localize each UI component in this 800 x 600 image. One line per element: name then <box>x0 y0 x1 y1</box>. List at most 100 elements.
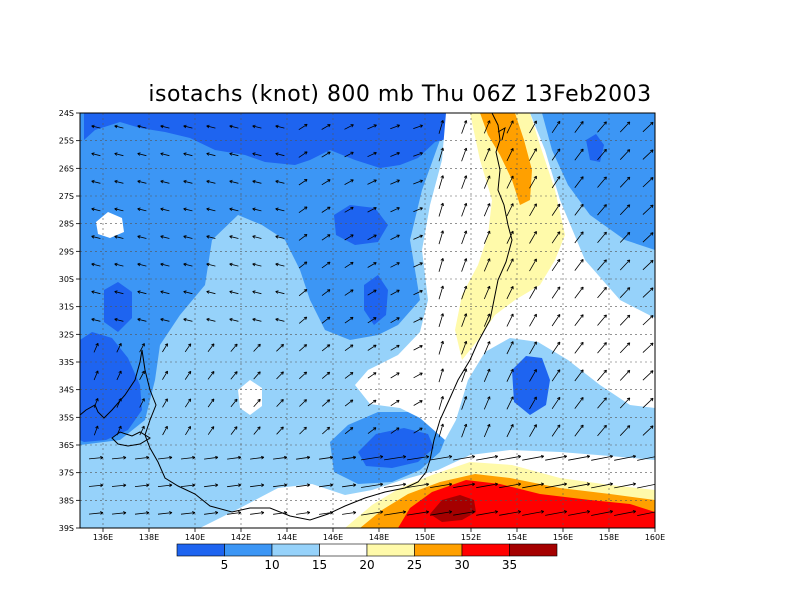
wind-vector <box>275 262 285 267</box>
wind-vector <box>275 179 285 184</box>
axis-ticks <box>76 112 656 532</box>
wind-vector <box>574 286 584 299</box>
lat-label: 30S <box>59 275 74 284</box>
wind-vector <box>568 454 591 461</box>
wind-vector <box>230 343 238 352</box>
wind-vector <box>229 152 239 157</box>
wind-vector <box>206 290 216 295</box>
wind-vector <box>319 483 334 488</box>
wind-vector <box>367 289 377 296</box>
wind-vector <box>438 230 444 245</box>
wind-vector <box>114 152 124 157</box>
lat-label: 24S <box>59 109 74 118</box>
wind-vector <box>619 121 631 133</box>
wind-vector <box>296 483 311 488</box>
wind-vector <box>461 230 468 245</box>
wind-vector <box>276 371 284 380</box>
wind-vector <box>430 510 453 516</box>
wind-vector <box>91 124 101 129</box>
wind-vector <box>390 124 401 130</box>
wind-vector <box>597 121 607 133</box>
wind-vector <box>344 206 354 213</box>
lat-label: 28S <box>59 220 74 229</box>
wind-vector <box>574 176 584 189</box>
lon-label: 156E <box>553 533 573 542</box>
wind-vector <box>321 179 331 186</box>
wind-vector <box>483 423 491 438</box>
wind-vector <box>430 482 453 488</box>
wind-vector <box>597 424 607 437</box>
wind-vector <box>390 317 400 324</box>
wind-vector <box>529 424 537 437</box>
wind-vector <box>407 455 430 461</box>
wind-vector <box>529 341 537 355</box>
wind-vector <box>574 231 584 244</box>
colorbar-swatch <box>461 543 510 557</box>
wind-vector <box>574 314 584 327</box>
wind-vector <box>321 261 331 269</box>
wind-vector <box>139 370 145 380</box>
wind-vector <box>253 343 261 352</box>
wind-vector <box>204 483 219 488</box>
wind-vector <box>483 341 491 355</box>
wind-vector <box>319 455 334 460</box>
wind-vector <box>253 398 261 408</box>
wind-vector <box>483 203 491 217</box>
lon-label: 142E <box>231 533 251 542</box>
wind-vector <box>227 455 242 460</box>
wind-vector <box>206 124 216 129</box>
wind-vector <box>206 235 216 239</box>
wind-vector <box>361 455 384 461</box>
wind-vector <box>298 206 308 214</box>
wind-vector <box>160 290 170 295</box>
colorbar-swatch <box>414 543 463 557</box>
wind-vector <box>184 370 192 380</box>
wind-vector <box>619 342 631 354</box>
wind-vector <box>413 317 423 323</box>
wind-vector <box>619 204 631 216</box>
wind-vector <box>367 207 377 213</box>
wind-vector <box>184 398 192 408</box>
wind-vector <box>461 202 468 217</box>
wind-vector <box>529 286 537 299</box>
wind-vector <box>476 510 499 516</box>
wind-vector <box>367 151 377 158</box>
colorbar-swatch <box>176 543 225 557</box>
wind-vector <box>116 370 122 381</box>
wind-vector <box>93 342 99 353</box>
wind-vector <box>344 427 354 435</box>
wind-vector <box>139 425 145 436</box>
wind-vector <box>160 317 170 322</box>
wind-vector <box>529 258 537 272</box>
isotach-band-lt5-southwest <box>80 332 142 442</box>
wind-vector <box>139 398 145 408</box>
wind-vector <box>227 483 242 488</box>
wind-vector <box>506 396 514 410</box>
wind-vector <box>413 427 423 434</box>
wind-vector <box>461 396 468 410</box>
wind-vector <box>614 510 637 516</box>
wind-vector <box>207 398 215 408</box>
wind-vector <box>529 396 537 410</box>
wind-vector <box>93 397 99 408</box>
wind-vector <box>299 344 308 352</box>
wind-vector <box>619 149 631 160</box>
wind-vector <box>637 511 655 516</box>
wind-vector <box>88 483 104 488</box>
wind-vector <box>390 262 400 268</box>
wind-vector <box>574 121 584 133</box>
wind-vector <box>230 426 238 435</box>
wind-vector <box>642 204 654 215</box>
lat-lon-grid <box>80 113 655 528</box>
wind-vector <box>499 454 522 461</box>
wind-vector <box>574 369 584 382</box>
wind-vector <box>476 455 499 461</box>
wind-vector <box>413 207 423 213</box>
wind-vector <box>597 397 607 409</box>
wind-vector <box>619 314 631 326</box>
wind-vector <box>619 176 631 188</box>
wind-vector <box>252 235 262 239</box>
wind-vector <box>139 343 145 353</box>
wind-vector <box>344 234 354 241</box>
